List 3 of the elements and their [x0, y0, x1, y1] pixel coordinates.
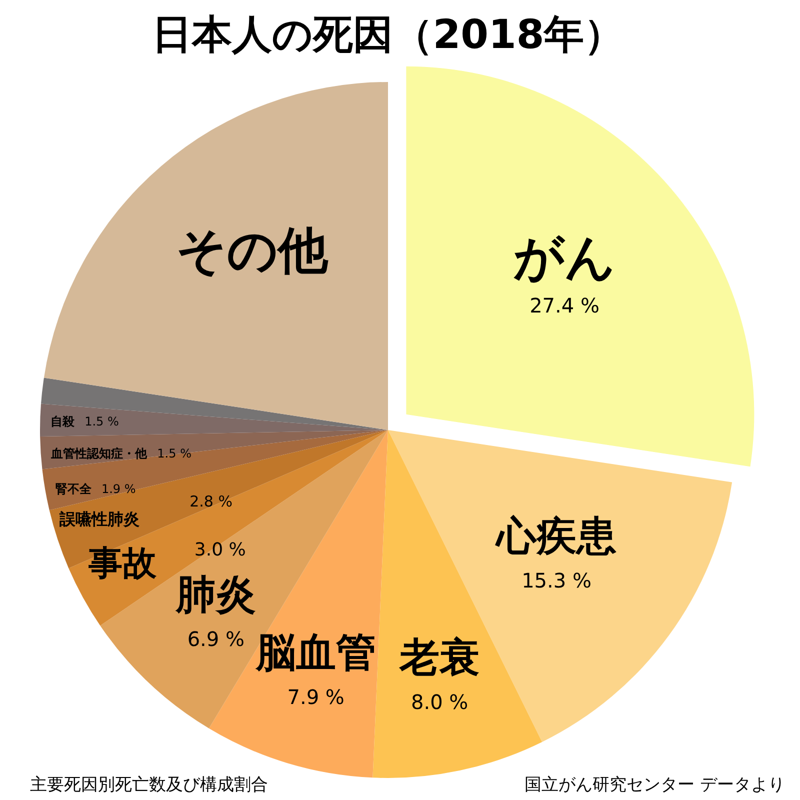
annotation: 主要死因別死亡数及び構成割合: [30, 775, 268, 795]
title: 日本人の死因（2018年）: [152, 12, 624, 58]
annotation: 国立がん研究センター データより: [524, 775, 785, 795]
